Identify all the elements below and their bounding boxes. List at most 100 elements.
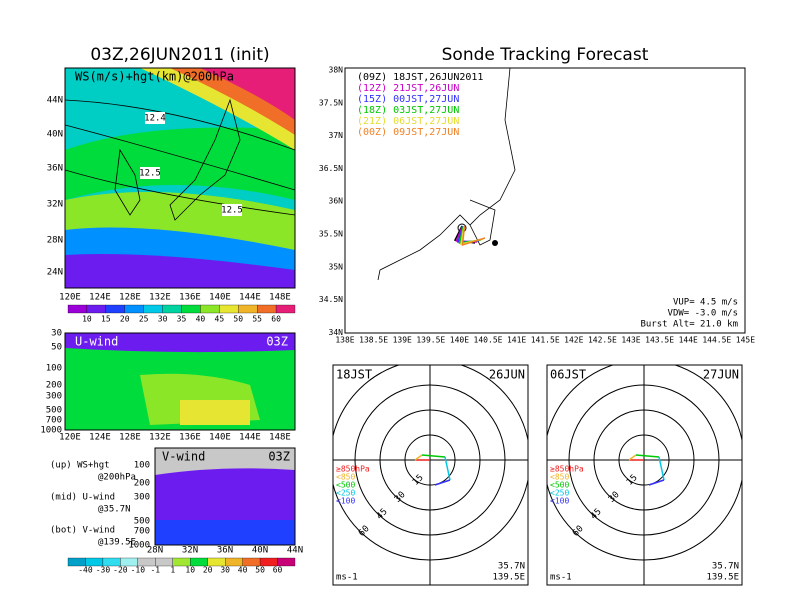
level-legend: <250 — [550, 489, 569, 498]
y-tick-label: 37N — [329, 131, 344, 140]
colorbar-label: 10 — [82, 315, 92, 324]
y-tick-label: 36.5N — [319, 164, 343, 173]
contour-label: 12.4 — [144, 114, 166, 124]
level-legend: <500 — [550, 481, 569, 490]
y-tick-label: 38N — [329, 66, 344, 75]
colorbar-label: 50 — [255, 566, 265, 575]
colorbar-label: 50 — [233, 315, 243, 324]
lat: 35.7N — [712, 562, 739, 572]
x-tick-label: 144E — [239, 293, 261, 303]
param: Burst Alt= 21.0 km — [640, 320, 738, 330]
x-tick-label: 120E — [59, 433, 81, 443]
y-tick-label: 30 — [51, 329, 62, 339]
colorbar-swatch — [143, 304, 163, 314]
legend-entry: (21Z) 06JST,27JUN — [357, 116, 459, 127]
panel-title: 03Z,26JUN2011 (init) — [90, 45, 269, 65]
hodograph — [547, 365, 742, 585]
param: VDW= -3.0 m/s — [668, 309, 738, 319]
hodograph — [333, 365, 528, 585]
level-legend: <850 — [550, 473, 569, 482]
x-tick-label: 144.5E — [702, 336, 731, 345]
wind-map-frame — [64, 67, 296, 289]
colorbar-swatch — [277, 557, 296, 567]
legend-entry: (09Z) 18JST,26JUN2011 — [357, 72, 483, 83]
units: ms-1 — [336, 573, 358, 583]
x-tick-label: 141E — [507, 336, 526, 345]
ring-label: 60 — [357, 524, 372, 539]
x-tick-label: 40N — [252, 546, 268, 556]
coastline — [377, 67, 516, 281]
x-tick-label: 140E — [209, 433, 231, 443]
x-tick-label: 138.5E — [359, 336, 388, 345]
y-tick-label: 35N — [329, 262, 344, 271]
hodo-time: 06JST — [550, 368, 586, 382]
legend-entry: (18Z) 03JST,27JUN — [357, 105, 459, 116]
x-tick-label: 143E — [621, 336, 640, 345]
x-tick-label: 143.5E — [645, 336, 674, 345]
track-line — [461, 225, 486, 247]
y-tick-label: 100 — [46, 364, 62, 374]
y-tick-label: 1000 — [40, 426, 62, 436]
y-tick-label: 28N — [47, 236, 63, 246]
x-tick-label: 140E — [450, 336, 469, 345]
colorbar-label: -30 — [96, 566, 111, 575]
x-tick-label: 139E — [393, 336, 412, 345]
x-tick-label: 120E — [59, 293, 81, 303]
legend-entry: (15Z) 00JST,27JUN — [357, 94, 459, 105]
colorbar-label: 10 — [185, 566, 195, 575]
legend-entry: (12Z) 21JST,26JUN — [357, 83, 459, 94]
ring-label: 45 — [589, 507, 604, 522]
colorbar-label: 20 — [203, 566, 213, 575]
hodo-trace — [648, 479, 665, 486]
x-tick-label: 132E — [149, 293, 171, 303]
contour-label: 12.5 — [139, 169, 161, 179]
colorbar-swatch — [219, 304, 239, 314]
hodo-trace — [635, 454, 660, 458]
hodo-trace — [421, 454, 446, 458]
x-tick-label: 148E — [269, 293, 291, 303]
x-tick-label: 36N — [217, 546, 233, 556]
y-tick-label: 37.5N — [319, 98, 343, 107]
colorbar-label: 40 — [238, 566, 248, 575]
colorbar-swatch — [257, 304, 277, 314]
colorbar-swatch — [124, 304, 144, 314]
x-tick-label: 128E — [119, 293, 141, 303]
panel-time: 03Z — [268, 450, 290, 464]
y-tick-label: 34.5N — [319, 295, 343, 304]
v-wind-frame — [154, 447, 296, 546]
y-tick-label: 40N — [47, 130, 63, 140]
overlay-label: WS(m/s)+hgt(km)@200hPa — [75, 70, 234, 84]
x-tick-label: 138E — [335, 336, 354, 345]
x-tick-label: 140E — [209, 293, 231, 303]
y-tick-label: 700 — [134, 527, 150, 537]
x-tick-label: 148E — [269, 433, 291, 443]
colorbar-swatch — [105, 304, 125, 314]
note: (up) WS+hgt — [50, 461, 110, 471]
colorbar-label: 40 — [196, 315, 206, 324]
y-tick-label: 700 — [46, 416, 62, 426]
x-tick-label: 128E — [119, 433, 141, 443]
colorbar-label: 30 — [158, 315, 168, 324]
x-tick-label: 144E — [679, 336, 698, 345]
x-tick-label: 141.5E — [531, 336, 560, 345]
hodo-date: 27JUN — [703, 368, 739, 382]
panel-label: U-wind — [75, 335, 118, 349]
contour-label-bg — [222, 204, 242, 216]
level-legend: <100 — [550, 497, 569, 506]
hodo-trace — [658, 456, 665, 481]
colorbar-label: -1 — [150, 566, 160, 575]
hodo-trace — [414, 454, 423, 461]
level-legend: <850 — [336, 473, 355, 482]
level-legend: <500 — [336, 481, 355, 490]
colorbar-label: 1 — [170, 566, 175, 575]
y-tick-label: 32N — [47, 200, 63, 210]
colorbar-swatch — [181, 304, 201, 314]
y-tick-label: 50 — [51, 343, 62, 353]
param: VUP= 4.5 m/s — [673, 298, 738, 308]
level-legend: <100 — [336, 497, 355, 506]
lon: 139.5E — [492, 573, 525, 583]
colorbar-label: -10 — [131, 566, 146, 575]
colorbar-label: 25 — [139, 315, 149, 324]
units: ms-1 — [550, 573, 572, 583]
ring-label: 45 — [375, 507, 390, 522]
